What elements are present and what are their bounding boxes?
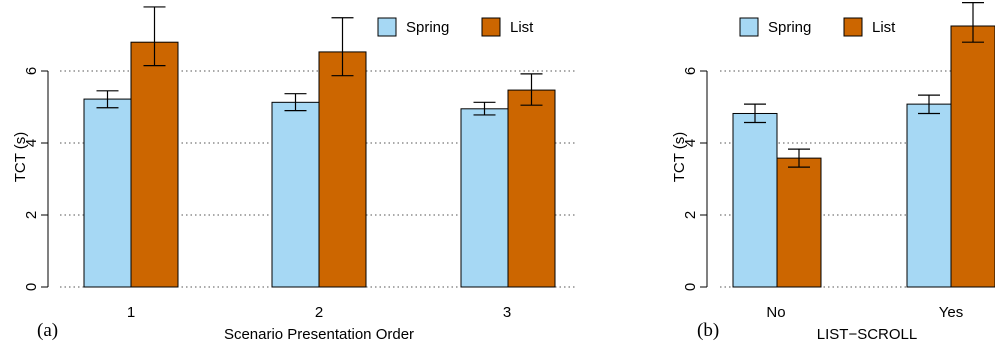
y-tick-label: 4 [682,139,699,147]
bar-list [950,25,995,288]
panel-label: (a) [37,320,58,341]
x-tick-label: 1 [127,304,135,321]
y-tick-label: 0 [682,283,699,291]
bar-spring [271,101,320,288]
error-bar [96,90,119,109]
bar-list [507,89,556,288]
error-bar [331,17,354,77]
legend-label-list: List [510,19,534,36]
panel-label: (b) [697,320,719,341]
chart-panel-a: 0 2 4 6 1 2 3 TCT (s) Scenario Presentation Orde… [12,6,575,343]
legend-swatch-list [843,17,863,37]
error-bar [143,6,166,67]
y-tick-label: 4 [23,139,40,147]
x-axis-label: Scenario Presentation Order [224,326,414,343]
error-bar [918,94,940,115]
legend-label-spring: Spring [768,19,811,36]
bar-spring [906,103,952,288]
legend-label-spring: Spring [406,19,449,36]
error-bar [788,148,810,168]
y-tick-label: 2 [23,211,40,219]
y-axis-label: TCT (s) [671,132,688,183]
x-axis-label: LIST−SCROLL [817,326,917,343]
bar-spring [460,108,509,288]
legend-swatch-spring [739,17,759,37]
y-tick-label: 6 [682,67,699,75]
error-bar [284,93,307,112]
legend-label-list: List [872,19,896,36]
bar-list [318,51,367,288]
y-tick-label: 6 [23,67,40,75]
error-bar [520,73,543,106]
y-tick-label: 0 [23,283,40,291]
x-tick-label: 2 [315,304,323,321]
x-tick-label: Yes [939,304,963,321]
error-bar [744,103,766,124]
bar-list [776,157,822,288]
error-bar [962,1,984,43]
legend: Spring List [739,17,896,37]
legend-swatch-spring [377,17,397,37]
y-axis-label: TCT (s) [12,132,29,183]
y-tick-label: 2 [682,211,699,219]
error-bar [473,101,496,116]
legend: Spring List [377,17,534,37]
bar-spring [83,98,132,288]
x-tick-label: 3 [503,304,511,321]
bar-spring [732,112,778,288]
x-tick-label: No [766,304,785,321]
legend-swatch-list [481,17,501,37]
chart-panel-b: 0 2 4 6 No Yes TCT (s) LIST−SCROLL (b) Spring List [671,1,995,343]
bar-list [130,41,179,288]
